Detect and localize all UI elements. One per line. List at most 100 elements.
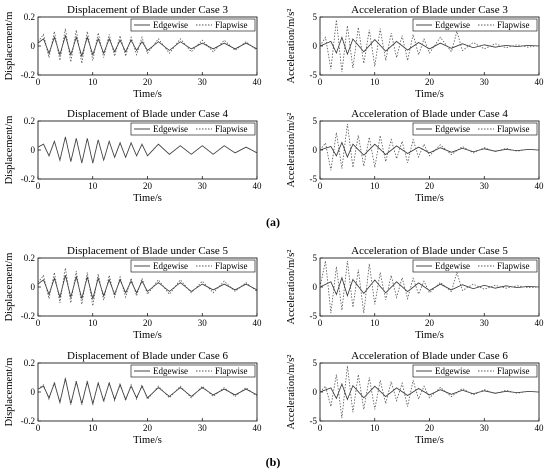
legend-box [412, 259, 538, 273]
panel-label-a: (a) [266, 215, 280, 229]
x-tick-label: 10 [88, 318, 98, 328]
series-line-edgewise [37, 378, 258, 406]
legend-label-flapwise: Flapwise [215, 20, 248, 30]
chart-title: Acceleration of Blade under Case 5 [351, 245, 508, 257]
y-tick-label: -0.2 [21, 70, 35, 80]
x-tick-label: 0 [36, 181, 41, 191]
x-tick-label: 20 [143, 77, 153, 87]
legend-label-edgewise: Edgewise [435, 261, 470, 271]
series-line-edgewise [37, 275, 258, 301]
y-tick-label: -5 [310, 311, 318, 321]
y-tick-label: 0 [31, 387, 36, 397]
y-axis-label: Acceleration/m/s² [286, 355, 297, 430]
series-line-flapwise [37, 268, 258, 306]
series-line-flapwise [37, 377, 258, 406]
y-tick-label: -0.2 [21, 416, 35, 426]
x-tick-label: 20 [425, 181, 435, 191]
x-tick-label: 40 [535, 181, 545, 191]
chart-title: Displacement of Blade under Case 5 [67, 245, 228, 257]
legend-label-flapwise: Flapwise [215, 261, 248, 271]
chart-title: Acceleration of Blade under Case 4 [351, 108, 508, 120]
x-tick-label: 40 [253, 181, 263, 191]
x-tick-label: 10 [370, 77, 380, 87]
series-line-edgewise [37, 136, 258, 164]
legend-label-flapwise: Flapwise [215, 124, 248, 134]
x-axis-label: Time/s [415, 330, 444, 341]
y-tick-label: 0 [31, 282, 36, 292]
x-tick-label: 40 [253, 318, 263, 328]
legend-box [412, 18, 538, 32]
x-tick-label: 20 [425, 423, 435, 433]
y-axis-label: Displacement/m [4, 116, 15, 185]
y-tick-label: 0.2 [24, 358, 35, 368]
series-line-flapwise [319, 19, 540, 73]
y-tick-label: 5 [313, 116, 318, 126]
y-tick-label: 0 [313, 145, 318, 155]
chart-7: Displacement of Blade under Case 6 0 10 20 3… [4, 350, 262, 446]
legend-label-edgewise: Edgewise [153, 124, 188, 134]
series-line-flapwise [37, 136, 258, 164]
x-tick-label: 40 [535, 423, 545, 433]
x-tick-label: 0 [36, 318, 41, 328]
series-line-flapwise [319, 123, 540, 171]
y-tick-label: 0.2 [24, 253, 35, 263]
y-axis-label: Acceleration/m/s² [286, 113, 297, 188]
legend-box [130, 18, 256, 32]
x-tick-label: 30 [198, 318, 208, 328]
y-axis-label: Displacement/m [4, 358, 15, 427]
chart-8: Acceleration of Blade under Case 6 0 10 20 3… [286, 350, 544, 446]
chart-title: Acceleration of Blade under Case 3 [351, 4, 508, 16]
x-tick-label: 20 [143, 318, 153, 328]
legend-label-edgewise: Edgewise [153, 261, 188, 271]
series-line-flapwise [37, 28, 258, 64]
legend-label-flapwise: Flapwise [497, 261, 530, 271]
x-tick-label: 10 [370, 423, 380, 433]
x-tick-label: 10 [88, 181, 98, 191]
x-tick-label: 20 [425, 77, 435, 87]
x-tick-label: 30 [480, 318, 490, 328]
x-tick-label: 0 [318, 181, 323, 191]
x-tick-label: 20 [143, 423, 153, 433]
y-tick-label: -0.2 [21, 174, 35, 184]
x-tick-label: 0 [318, 318, 323, 328]
y-tick-label: 0 [313, 282, 318, 292]
chart-title: Displacement of Blade under Case 3 [67, 4, 228, 16]
y-axis-label: Acceleration/m/s² [286, 250, 297, 325]
legend-box [130, 259, 256, 273]
x-tick-label: 10 [370, 318, 380, 328]
panel-label-b: (b) [266, 455, 281, 469]
x-axis-label: Time/s [415, 435, 444, 446]
y-axis-label: Acceleration/m/s² [286, 9, 297, 84]
chart-5: Displacement of Blade under Case 5 0 10 20 3… [4, 245, 262, 341]
legend-label-flapwise: Flapwise [497, 124, 530, 134]
x-tick-label: 20 [143, 181, 153, 191]
x-tick-label: 20 [425, 318, 435, 328]
y-tick-label: 5 [313, 12, 318, 22]
y-tick-label: 0 [313, 387, 318, 397]
chart-4: Acceleration of Blade under Case 4 0 10 20 3… [286, 108, 544, 204]
x-axis-label: Time/s [133, 193, 162, 204]
x-tick-label: 40 [535, 77, 545, 87]
y-tick-label: -5 [310, 70, 318, 80]
y-tick-label: 0.2 [24, 116, 35, 126]
x-tick-label: 30 [198, 181, 208, 191]
x-tick-label: 30 [480, 423, 490, 433]
x-axis-label: Time/s [415, 193, 444, 204]
x-axis-label: Time/s [133, 89, 162, 100]
chart-title: Displacement of Blade under Case 6 [67, 350, 228, 362]
chart-6: Acceleration of Blade under Case 5 0 10 20 3… [286, 245, 544, 341]
legend-label-edgewise: Edgewise [435, 366, 470, 376]
chart-3: Displacement of Blade under Case 4 0 10 20 3… [4, 108, 262, 204]
x-tick-label: 10 [88, 77, 98, 87]
chart-1: Displacement of Blade under Case 3 0 10 20 3… [4, 4, 262, 100]
y-tick-label: -5 [310, 416, 318, 426]
y-tick-label: 0 [313, 41, 318, 51]
x-tick-label: 10 [88, 423, 98, 433]
series-line-flapwise [319, 365, 540, 419]
series-line-edgewise [319, 141, 540, 159]
legend-box [412, 122, 538, 136]
legend-box [412, 364, 538, 378]
x-tick-label: 10 [370, 181, 380, 191]
legend-label-edgewise: Edgewise [153, 366, 188, 376]
legend-label-edgewise: Edgewise [435, 124, 470, 134]
